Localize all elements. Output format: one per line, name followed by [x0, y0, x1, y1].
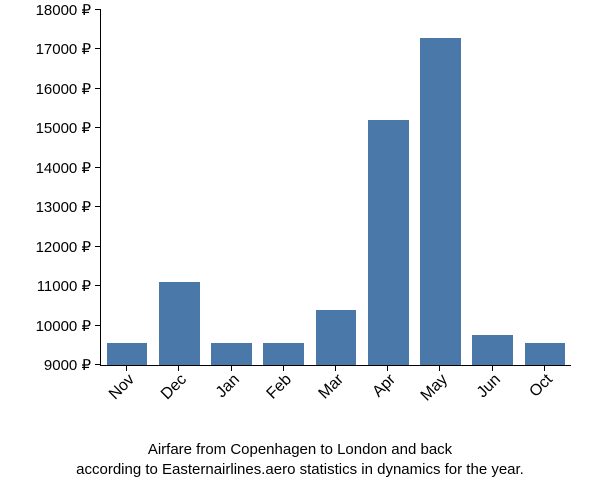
y-tick-label: 18000 ₽	[36, 1, 91, 19]
bar	[107, 343, 148, 365]
caption-line-1: Airfare from Copenhagen to London and ba…	[148, 441, 452, 458]
x-tick-label: Nov	[98, 371, 139, 412]
x-tick-label: Apr	[359, 371, 400, 412]
airfare-bar-chart: 9000 ₽ 10000 ₽ 11000 ₽ 12000 ₽ 13000 ₽ 14000 …	[0, 0, 600, 500]
x-tick-label: May	[411, 371, 452, 412]
y-tick-label: 16000 ₽	[36, 80, 91, 98]
y-tick-label: 9000 ₽	[44, 356, 91, 374]
caption-line-2: according to Easternairlines.aero statis…	[76, 461, 524, 478]
y-tick-label: 14000 ₽	[36, 159, 91, 177]
x-tick-label: Dec	[150, 371, 191, 412]
x-tick-mark	[126, 365, 127, 371]
bars-container	[101, 10, 571, 365]
y-tick-label: 12000 ₽	[36, 238, 91, 256]
x-tick-label: Oct	[516, 371, 557, 412]
bar	[368, 120, 409, 365]
x-tick-label: Feb	[254, 371, 295, 412]
bar	[472, 335, 513, 365]
x-tick-label: Jan	[202, 371, 243, 412]
chart-caption: Airfare from Copenhagen to London and ba…	[0, 440, 600, 481]
plot-area: 9000 ₽10000 ₽11000 ₽12000 ₽13000 ₽14000 …	[100, 10, 571, 366]
x-tick-mark	[387, 365, 388, 371]
x-tick-label: Jun	[463, 371, 504, 412]
bar	[316, 310, 357, 365]
x-tick-mark	[178, 365, 179, 371]
bar	[211, 343, 252, 365]
bar	[159, 282, 200, 365]
y-tick-label: 15000 ₽	[36, 119, 91, 137]
y-tick-label: 17000 ₽	[36, 40, 91, 58]
y-tick-label: 11000 ₽	[37, 277, 91, 295]
x-tick-mark	[335, 365, 336, 371]
y-tick-label: 10000 ₽	[36, 317, 91, 335]
bar	[420, 38, 461, 365]
bar	[525, 343, 566, 365]
bar	[263, 343, 304, 365]
x-tick-label: Mar	[307, 371, 348, 412]
x-tick-mark	[439, 365, 440, 371]
y-tick-label: 13000 ₽	[36, 198, 91, 216]
